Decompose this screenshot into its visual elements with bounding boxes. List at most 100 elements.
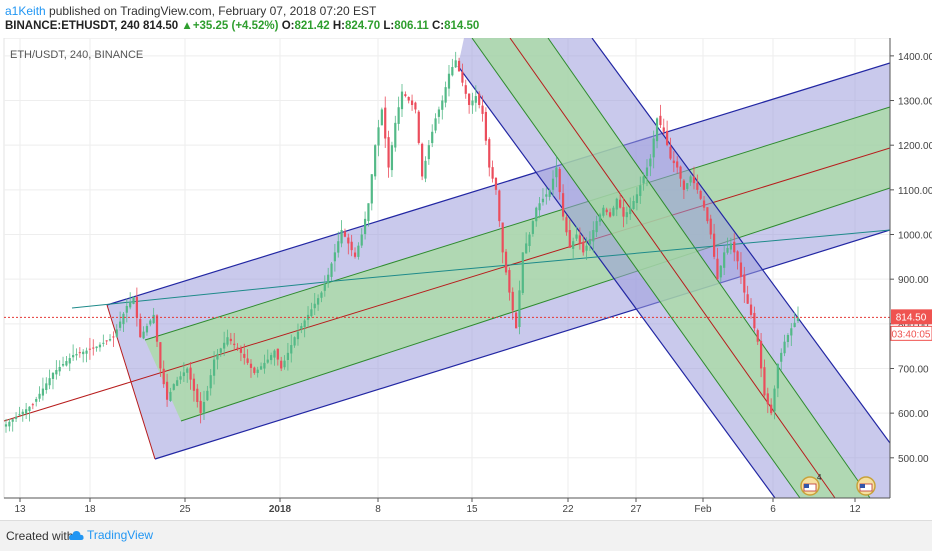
candle-body [424, 160, 427, 179]
y-tick-label: 900.00 [898, 275, 929, 286]
candle-body [283, 360, 286, 368]
candle-body [196, 388, 199, 402]
y-tick-label: 1000.00 [898, 231, 932, 242]
candle-body [551, 178, 555, 190]
open-label: O: [281, 20, 295, 32]
candle-body [719, 265, 722, 278]
descending-inner-left-line[interactable] [471, 38, 801, 499]
y-tick-label: 500.00 [898, 454, 929, 465]
event-flag-2[interactable] [856, 476, 876, 496]
candle-body [474, 96, 477, 103]
candle-body [68, 358, 71, 364]
candle-body [461, 71, 464, 83]
candle-body [256, 369, 259, 374]
symbol-label[interactable]: BINANCE:ETHUSDT, 240 [5, 20, 140, 32]
candle-body [410, 100, 414, 105]
drawings[interactable] [3, 38, 891, 499]
y-tick-label: 1200.00 [898, 141, 932, 152]
candle-body [370, 174, 373, 204]
y-tick-label: 800.00 [898, 320, 929, 331]
candle-body [300, 326, 303, 330]
candle-body [253, 367, 256, 373]
ascending-handle-line[interactable] [106, 304, 156, 460]
candle-body [605, 209, 608, 213]
ascending-median-line[interactable] [3, 147, 891, 422]
candle-body [568, 230, 571, 248]
ascending-inner-lower-line[interactable] [180, 187, 891, 422]
last-price-value: 814.50 [143, 20, 179, 32]
descending-inner-right-line[interactable] [547, 38, 871, 499]
trend-line-2[interactable] [334, 229, 891, 282]
candle-body [142, 331, 145, 339]
x-tick-label: 12 [849, 504, 861, 515]
candles [4, 51, 800, 433]
candle-body [31, 404, 34, 406]
candle-body [652, 138, 655, 158]
candle-body [457, 60, 461, 72]
candle-body [655, 118, 659, 142]
candle-body [347, 237, 350, 244]
tradingview-link[interactable]: TradingView [68, 527, 153, 542]
tradingview-cloud-icon [69, 530, 84, 540]
ascending-lower-line[interactable] [154, 229, 891, 460]
descending-median-line[interactable] [509, 38, 836, 499]
candle-body [753, 312, 756, 329]
candle-body [521, 252, 524, 293]
candle-body [273, 350, 276, 358]
candle-body [333, 252, 336, 262]
candle-body [18, 414, 21, 416]
ascending-inner-upper-line[interactable] [144, 106, 891, 341]
trend-line-1[interactable] [71, 280, 336, 309]
candle-body [659, 115, 662, 126]
price-chart[interactable]: 500.00 600.00 700.00 800.00 900.00 1000.00 110… [0, 38, 932, 520]
candle-body [642, 176, 645, 184]
candle-body [555, 167, 558, 178]
candle-body [608, 212, 612, 217]
candle-body [447, 73, 451, 89]
candle-body [21, 411, 24, 415]
footer: Created with TradingView [0, 520, 932, 551]
candle-body [263, 362, 266, 369]
event-flag-1[interactable]: 4 [800, 473, 822, 496]
candle-body [518, 290, 521, 327]
candle-body [199, 400, 202, 414]
candle-body [649, 158, 652, 167]
candle-body [723, 252, 726, 268]
candle-body [662, 127, 665, 132]
price-axis[interactable] [890, 38, 932, 520]
candle-body [343, 231, 347, 237]
candle-body [484, 111, 487, 141]
open-value: 821.42 [294, 20, 330, 32]
candle-body [367, 203, 370, 222]
descending-lower-line[interactable] [457, 65, 776, 499]
candle-body [582, 241, 585, 253]
created-with-text: Created with [6, 529, 74, 543]
candle-body [363, 218, 367, 235]
candle-body [635, 194, 639, 204]
descending-upper-line[interactable] [591, 38, 891, 444]
chart-header: a1Keith published on TradingView.com, Fe… [0, 0, 932, 38]
candle-body [296, 331, 300, 340]
candle-body [135, 296, 138, 318]
candle-body [602, 207, 605, 216]
candle-body [598, 214, 602, 222]
candle-body [353, 252, 357, 257]
candle-body [276, 348, 279, 360]
change-up-icon: ▲ [181, 20, 193, 32]
publisher-link[interactable]: a1Keith [5, 4, 46, 18]
candle-body [471, 100, 474, 106]
candle-body [209, 375, 212, 389]
candle-body [38, 393, 41, 399]
descending-channel-inner[interactable] [472, 38, 870, 498]
x-tick-label: 22 [562, 504, 574, 515]
candle-body [65, 361, 68, 366]
candle-body [223, 342, 226, 349]
candle-body [162, 368, 165, 385]
candle-body [169, 391, 172, 401]
candle-body [595, 221, 598, 233]
candle-body [770, 404, 773, 414]
ascending-upper-line[interactable] [106, 62, 891, 306]
candle-body [498, 190, 501, 222]
candle-body [421, 143, 424, 177]
candle-body [478, 93, 481, 105]
